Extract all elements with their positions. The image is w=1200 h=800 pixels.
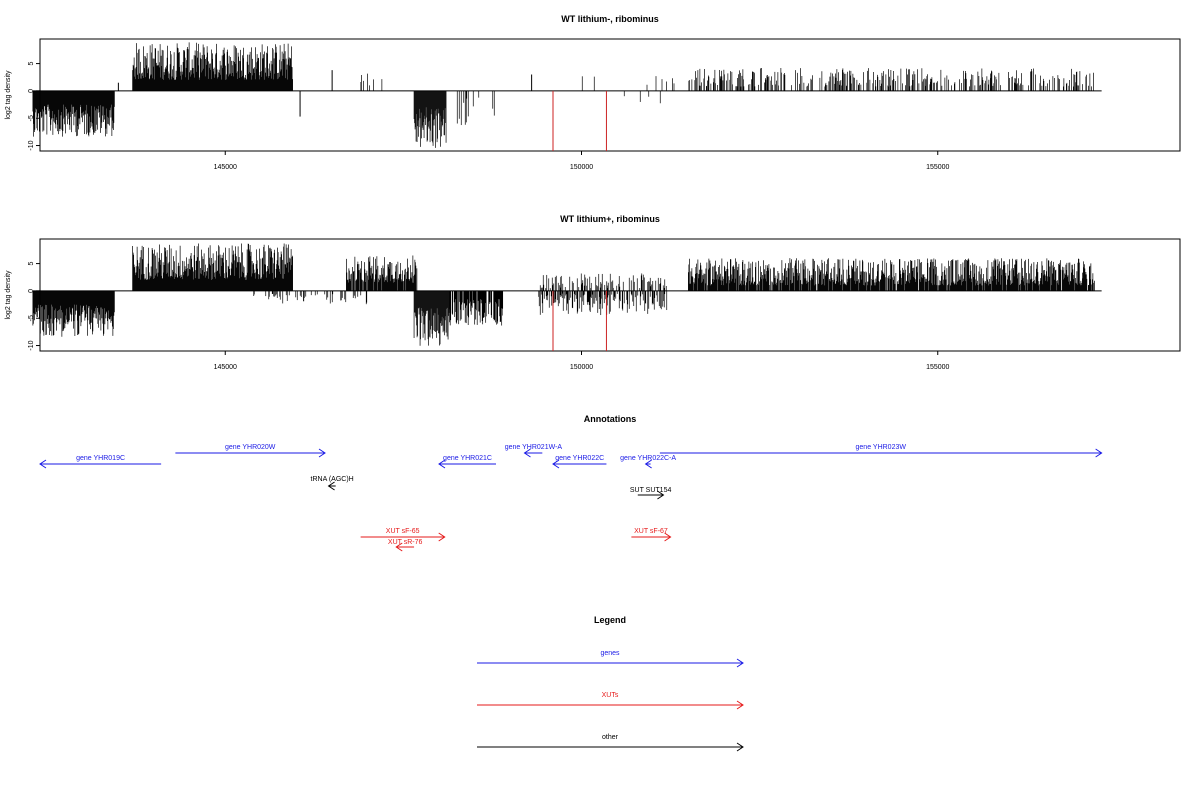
x-tick-label: 155000	[926, 364, 949, 371]
feature-gene-yhr023w: gene YHR023W	[659, 444, 1103, 458]
feature-arrowhead	[327, 481, 335, 491]
feature-arrowhead	[438, 532, 446, 542]
feature-arrowhead	[644, 459, 652, 469]
feature-arrowhead	[1095, 448, 1103, 458]
feature-list: gene YHR019C gene YHR020W tRNA (AGC)H gene …	[39, 444, 1103, 552]
legend: Legend genes XUTs other	[477, 615, 744, 752]
x-tick-label: 150000	[570, 364, 593, 371]
y-tick-label: 5	[28, 62, 35, 66]
y-tick-label: 0	[28, 89, 35, 93]
annotations-title: Annotations	[584, 414, 637, 424]
feature-label: XUT sR-76	[388, 539, 423, 546]
y-tick-label: -5	[28, 315, 35, 321]
feature-gene-yhr020w: gene YHR020W	[175, 444, 326, 458]
legend-items: genes XUTs other	[477, 650, 744, 752]
legend-item-xuts: XUTs	[477, 692, 744, 710]
feature-arrowhead	[523, 448, 531, 458]
panel-lithium-minus: WT lithium-, ribominus log2 tag density …	[5, 14, 1181, 171]
feature-label: SUT SUT154	[630, 487, 672, 494]
feature-label: gene YHR022C	[555, 455, 604, 462]
signal-bars	[32, 243, 1102, 351]
legend-label: other	[602, 734, 619, 741]
feature-xut-sf-65: XUT sF-65	[360, 528, 446, 542]
feature-arrowhead	[664, 532, 672, 542]
panel-title: WT lithium-, ribominus	[561, 14, 659, 24]
feature-label: gene YHR022C-A	[620, 455, 676, 462]
feature-label: gene YHR023W	[856, 444, 907, 451]
feature-label: XUT sF-65	[386, 528, 420, 535]
x-axis: 145000 150000 155000	[214, 151, 950, 171]
feature-gene-yhr022c-a: gene YHR022C-A	[620, 455, 676, 469]
x-tick-label: 155000	[926, 164, 949, 171]
y-tick-label: -10	[28, 140, 35, 150]
legend-title: Legend	[594, 615, 626, 625]
legend-item-genes: genes	[477, 650, 744, 668]
x-tick-label: 145000	[214, 364, 237, 371]
feature-label: gene YHR021W-A	[505, 444, 563, 451]
legend-arrowhead	[736, 742, 744, 752]
feature-arrowhead	[552, 459, 560, 469]
feature-arrowhead	[318, 448, 326, 458]
legend-arrowhead	[736, 700, 744, 710]
y-tick-label: 0	[28, 289, 35, 293]
legend-label: genes	[600, 650, 620, 657]
feature-label: gene YHR021C	[443, 455, 492, 462]
feature-gene-yhr022c: gene YHR022C	[552, 455, 607, 469]
legend-item-other: other	[477, 734, 744, 752]
feature-label: gene YHR020W	[225, 444, 276, 451]
feature-arrowhead	[438, 459, 446, 469]
feature-gene-yhr021w-a: gene YHR021W-A	[505, 444, 563, 458]
x-axis: 145000 150000 155000	[214, 351, 950, 371]
legend-arrowhead	[736, 658, 744, 668]
signal-bars	[32, 42, 1102, 151]
feature-label: gene YHR019C	[76, 455, 125, 462]
plot-frame	[39, 38, 1181, 152]
y-axis: -10 -5 0 5	[28, 262, 40, 351]
y-tick-label: -5	[28, 115, 35, 121]
feature-arrowhead	[657, 490, 665, 500]
feature-gene-yhr021c: gene YHR021C	[438, 455, 496, 469]
feature-sut-sut154: SUT SUT154	[630, 487, 672, 500]
y-axis-label: log2 tag density	[5, 70, 12, 120]
feature-label: tRNA (AGC)H	[311, 476, 354, 483]
y-axis-label: log2 tag density	[5, 270, 12, 320]
annotations-track: Annotations gene YHR019C gene YHR020W tRNA…	[39, 414, 1103, 552]
feature-arrowhead	[39, 459, 47, 469]
feature-trna-agc-h: tRNA (AGC)H	[311, 476, 354, 491]
feature-xut-sr-76: XUT sR-76	[388, 539, 423, 552]
legend-label: XUTs	[602, 692, 619, 699]
feature-xut-sf-67: XUT sF-67	[631, 528, 672, 542]
y-tick-label: -10	[28, 340, 35, 350]
feature-arrowhead	[395, 542, 403, 552]
x-tick-label: 145000	[214, 164, 237, 171]
x-tick-label: 150000	[570, 164, 593, 171]
feature-label: XUT sF-67	[634, 528, 668, 535]
y-tick-label: 5	[28, 262, 35, 266]
feature-gene-yhr019c: gene YHR019C	[39, 455, 162, 469]
panel-title: WT lithium+, ribominus	[560, 214, 660, 224]
panel-lithium-plus: WT lithium+, ribominus log2 tag density …	[5, 214, 1181, 371]
